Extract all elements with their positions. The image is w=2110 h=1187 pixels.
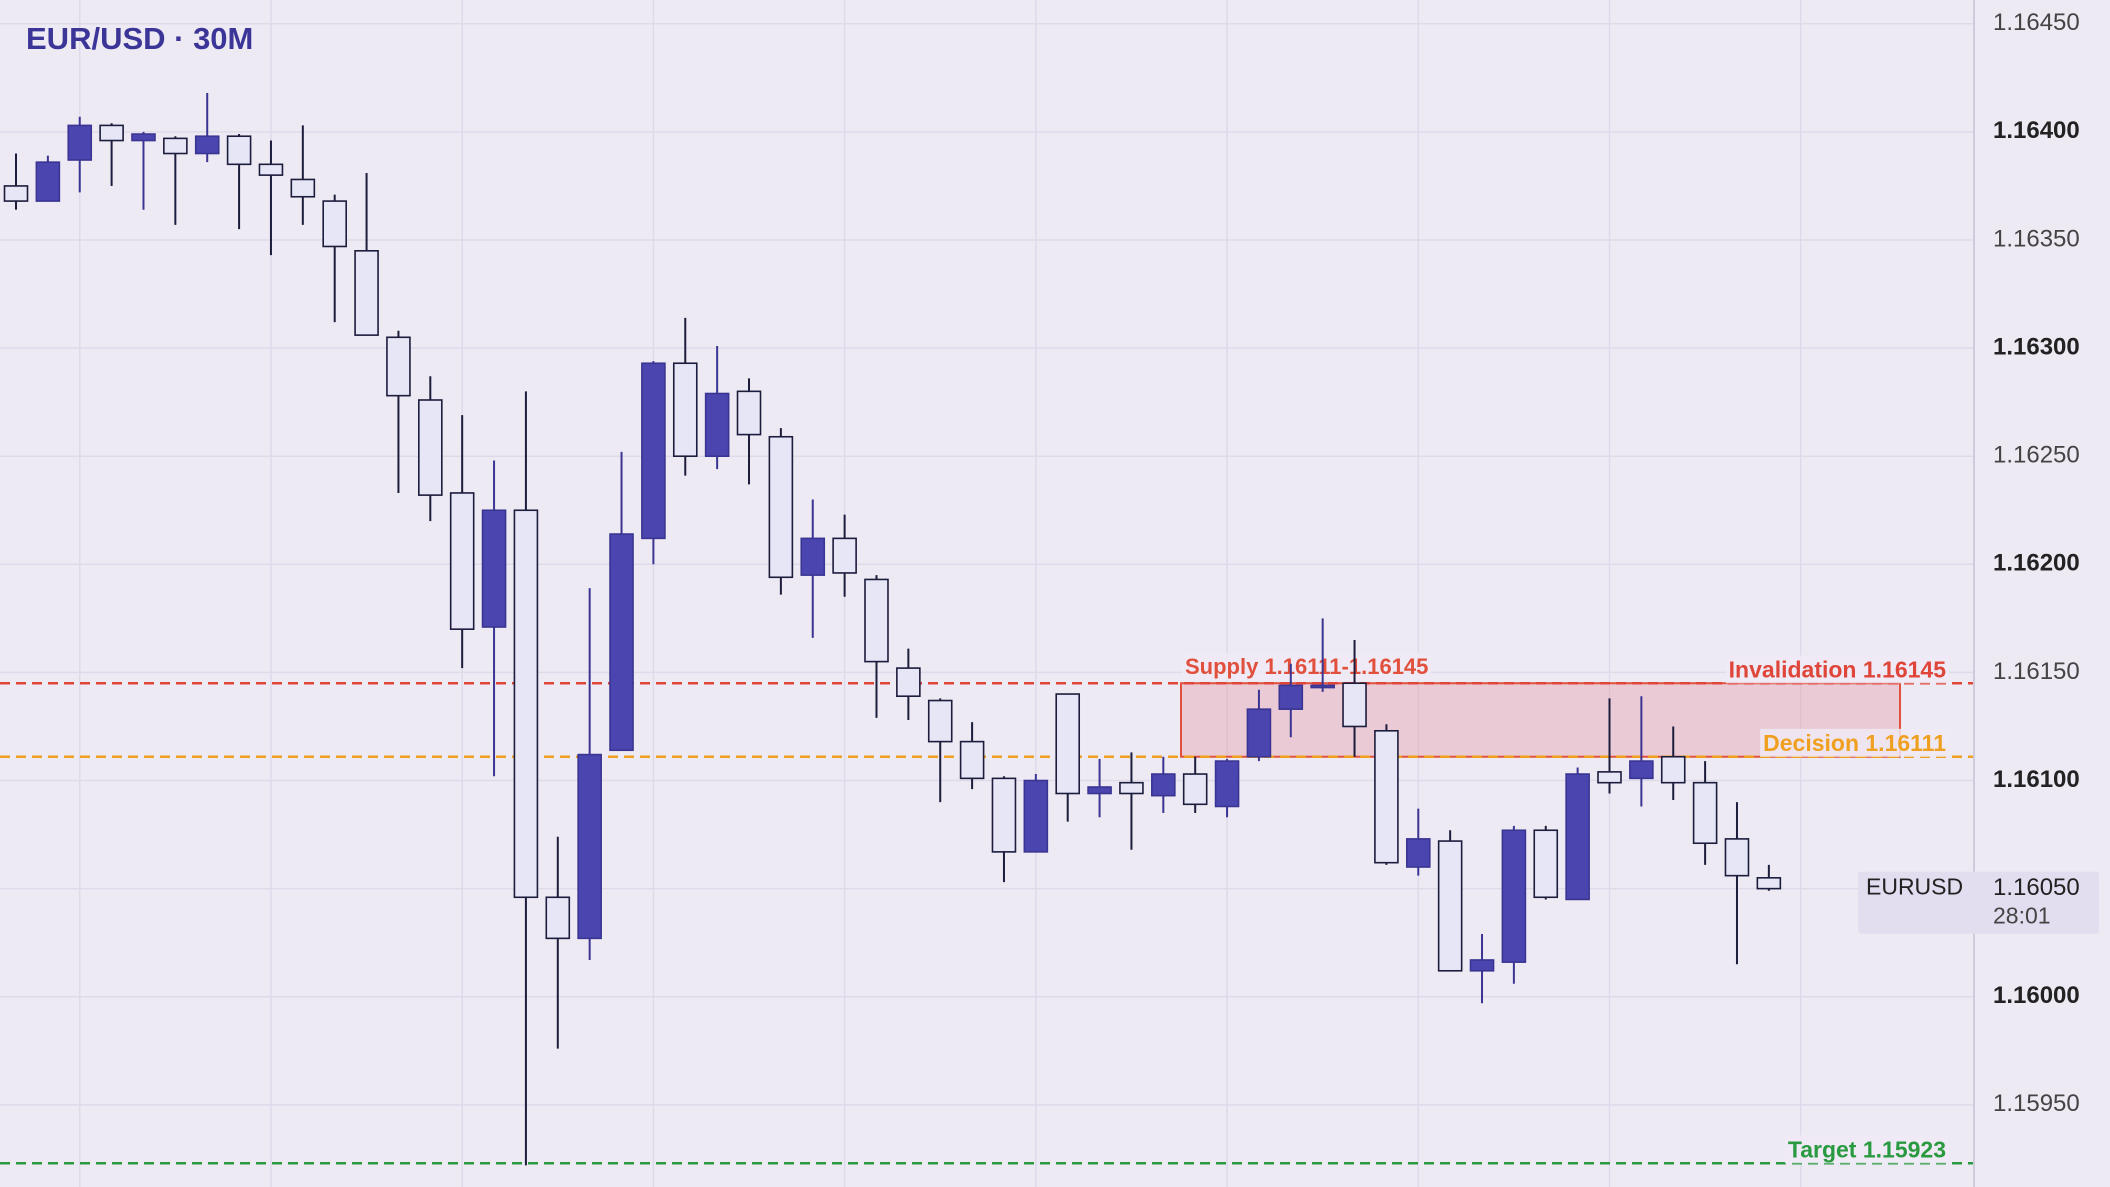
candle-body — [1756, 877, 1782, 890]
candle-body — [1724, 838, 1750, 877]
candle-body — [577, 753, 602, 940]
candle-body — [1629, 760, 1654, 780]
candle-body — [1310, 684, 1335, 689]
candle-body — [1342, 682, 1367, 728]
zone-label: Supply 1.16111-1.16145 — [1185, 654, 1428, 679]
y-tick-label: 1.16350 — [1993, 225, 2080, 252]
level-label: Decision 1.16111 — [1763, 730, 1946, 756]
candle-body — [226, 135, 252, 166]
candle-body — [609, 533, 634, 752]
candle-body — [832, 537, 857, 574]
candle-body — [258, 163, 284, 176]
candle-body — [768, 435, 794, 579]
level-label: Invalidation 1.16145 — [1729, 656, 1947, 682]
label-background — [1182, 653, 1432, 681]
candle-body — [959, 740, 985, 780]
y-tick-label: 1.16150 — [1993, 658, 2080, 685]
candle-body — [1055, 693, 1081, 795]
candle-body — [545, 896, 571, 940]
candle-body — [163, 137, 188, 155]
price-tag-countdown: 28:01 — [1993, 903, 2051, 929]
candle-body — [1023, 779, 1049, 853]
y-tick-label: 1.16400 — [1993, 117, 2080, 144]
candle-body — [322, 200, 348, 248]
candle-body — [896, 667, 921, 698]
candle-body — [386, 336, 411, 397]
price-tag — [1858, 871, 2099, 934]
candle-body — [704, 392, 730, 458]
candle-body — [1597, 771, 1622, 784]
y-tick-label: 1.16450 — [1993, 9, 2080, 36]
plot: Supply 1.16111-1.16145 Invalidation 1.161… — [0, 92, 1974, 1166]
candle-body — [1374, 729, 1399, 864]
candle-body — [672, 362, 698, 458]
y-tick-label: 1.16300 — [1993, 333, 2080, 360]
level-label: Target 1.15923 — [1788, 1136, 1946, 1162]
y-tick-label: 1.16250 — [1993, 442, 2080, 469]
candle-body — [800, 537, 826, 576]
price-tag-symbol: EURUSD — [1866, 874, 1963, 900]
candle-body — [1246, 708, 1272, 758]
candle-body — [1660, 755, 1686, 784]
candle-body — [1087, 786, 1112, 795]
candle-body — [1214, 760, 1240, 808]
price-tag-value: 1.16050 — [1993, 874, 2080, 901]
label-background — [1725, 655, 1950, 684]
candle-body — [35, 161, 61, 202]
candle-body — [1405, 838, 1431, 868]
candle-body — [449, 492, 475, 630]
candle-body — [1469, 959, 1495, 972]
candle-body — [864, 578, 889, 663]
y-tick-label: 1.16100 — [1993, 766, 2080, 793]
candle-body — [131, 133, 156, 142]
candle-body — [481, 509, 507, 628]
y-tick-label: 1.16000 — [1993, 982, 2080, 1009]
candle-body — [1182, 773, 1208, 806]
candle-body — [354, 250, 379, 336]
candle-body — [1501, 829, 1527, 963]
candle-body — [1533, 829, 1559, 899]
candle-body — [418, 399, 443, 496]
candle-body — [1692, 781, 1718, 845]
candle-body — [641, 362, 666, 540]
candle-body — [1119, 781, 1144, 795]
label-background — [1784, 1135, 1949, 1164]
candle-body — [1151, 773, 1176, 797]
y-tick-label: 1.15950 — [1993, 1090, 2080, 1117]
candle-body — [99, 124, 124, 142]
y-tick-label: 1.16200 — [1993, 550, 2080, 577]
candle-body — [736, 390, 762, 436]
candle-body — [1565, 773, 1590, 901]
candle-body — [67, 124, 93, 161]
candle-body — [3, 185, 29, 202]
candle-body — [991, 777, 1017, 853]
chart-title: EUR/USD · 30M — [26, 21, 253, 56]
candle-body — [513, 509, 539, 899]
label-background — [1760, 728, 1950, 757]
candle-body — [927, 699, 953, 743]
candle-body — [194, 135, 220, 155]
candle-body — [1278, 684, 1304, 710]
candle-body — [1437, 840, 1463, 972]
candle-body — [290, 178, 316, 198]
